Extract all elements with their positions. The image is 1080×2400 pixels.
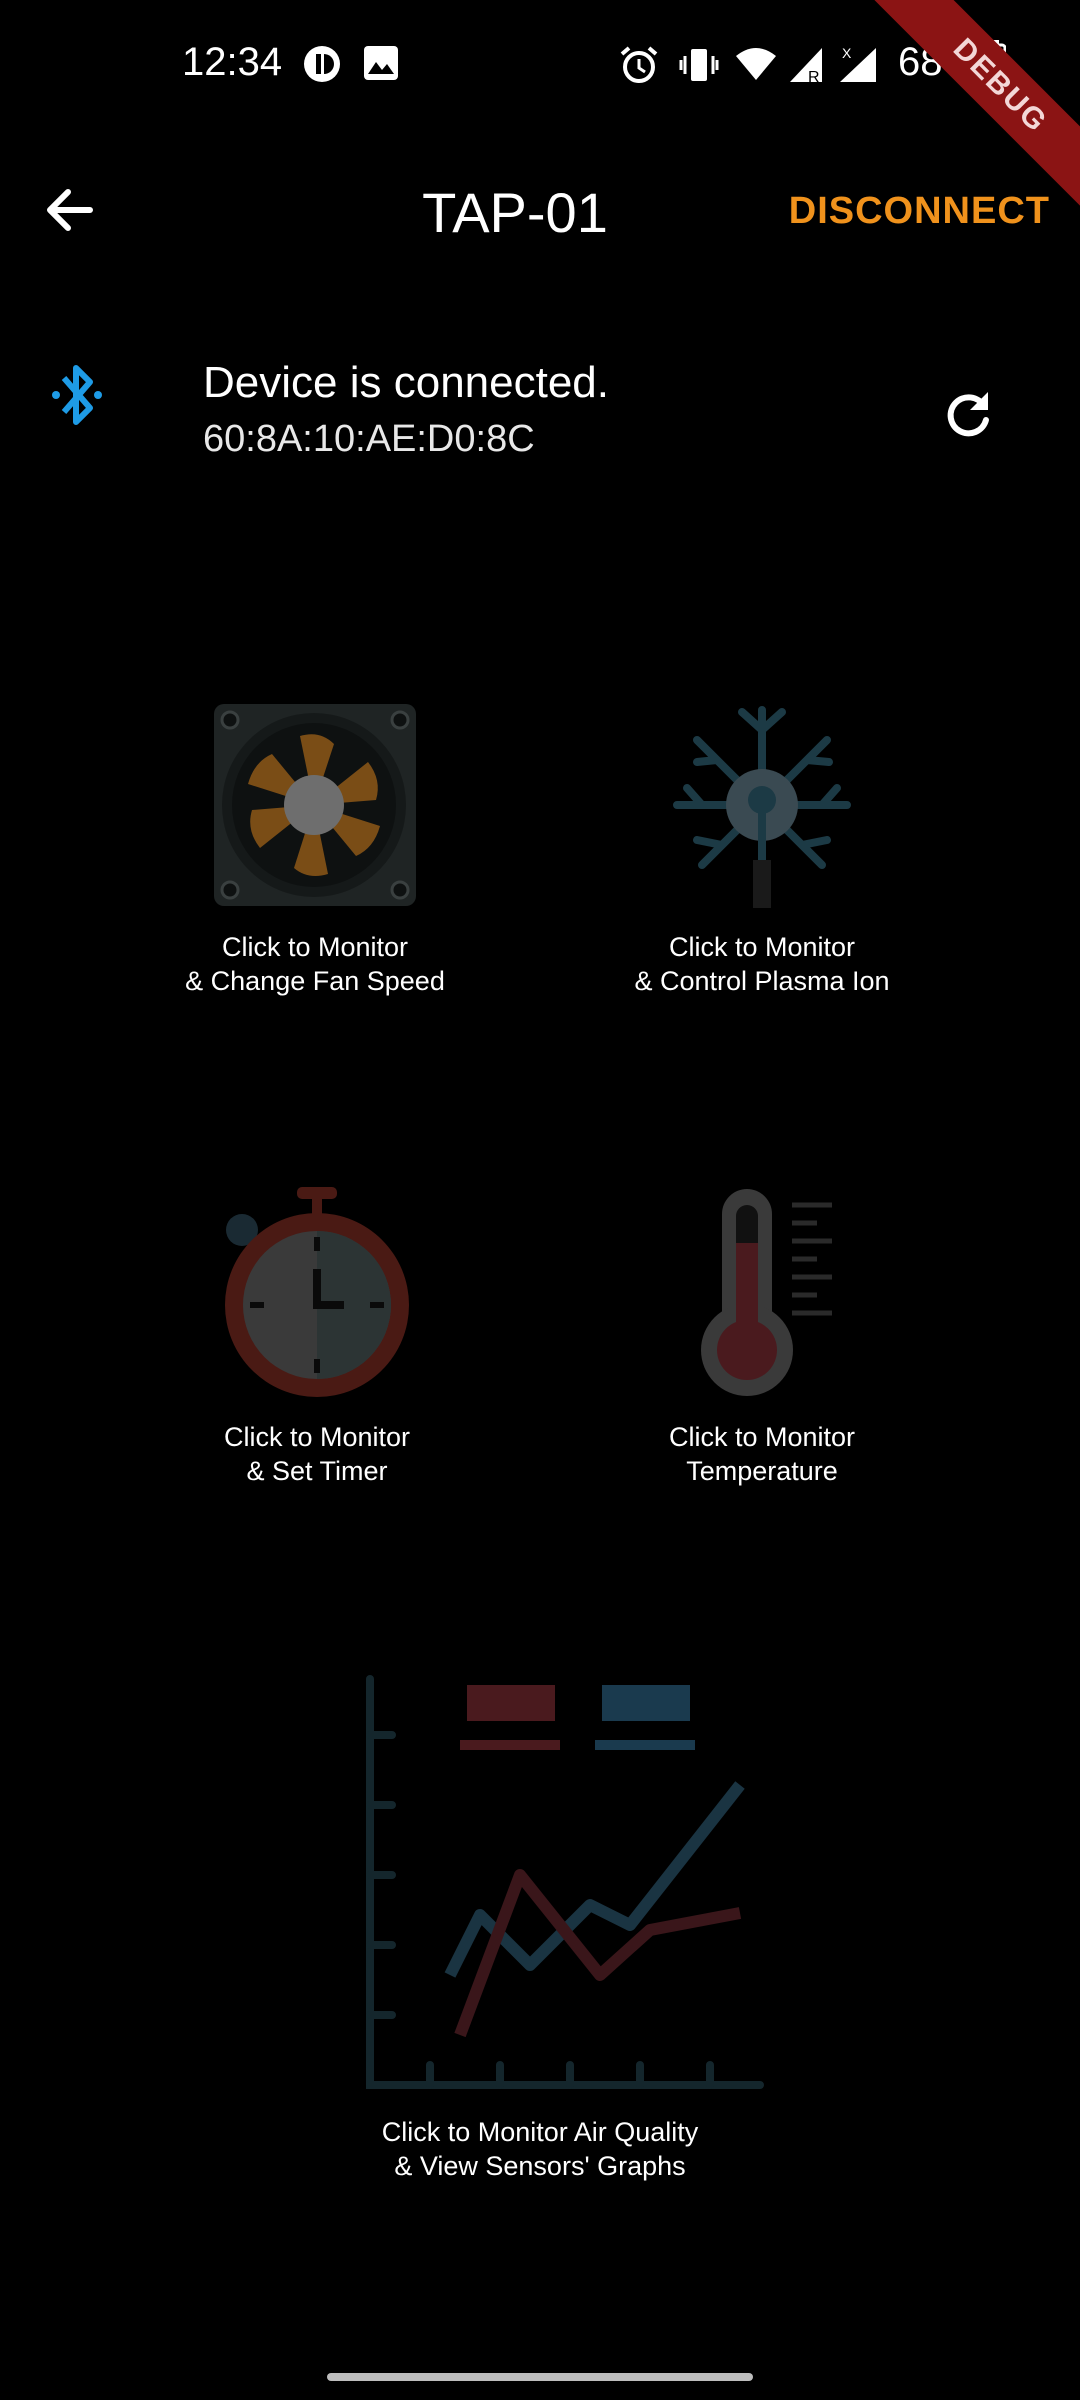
disconnect-button[interactable]: DISCONNECT (788, 190, 1050, 232)
fan-icon (214, 704, 416, 906)
page-title: TAP-01 (422, 181, 608, 244)
line-chart-icon (366, 1675, 764, 2089)
air-quality-graphs-tile[interactable]: Click to Monitor Air Quality & View Sens… (340, 1675, 764, 2183)
timer-icon (225, 1187, 409, 1397)
temperature-tile-label-line2: Temperature (686, 1456, 838, 1486)
arrow-back-icon (47, 189, 93, 231)
plasma-tile-label-line2: & Control Plasma Ion (634, 966, 890, 996)
timer-tile-label-line2: & Set Timer (246, 1456, 388, 1486)
status-bar: 12:34 R X 68% DEBUG (0, 0, 1080, 248)
wifi-icon (736, 48, 776, 80)
connection-status-text: Device is connected. (203, 358, 609, 407)
home-indicator[interactable] (327, 2373, 753, 2381)
fan-speed-tile[interactable]: Click to Monitor & Change Fan Speed (165, 700, 465, 998)
status-time: 12:34 (182, 40, 283, 84)
temperature-tile[interactable]: Click to Monitor Temperature (612, 1185, 912, 1488)
fan-tile-label-line2: & Change Fan Speed (185, 966, 445, 996)
refresh-button[interactable] (938, 384, 998, 449)
app-bar: TAP-01 DISCONNECT (0, 150, 1080, 270)
signal-x-icon: X (840, 45, 876, 82)
refresh-icon (947, 392, 989, 437)
vibrate-icon (679, 49, 719, 81)
plasma-ion-icon (673, 706, 851, 908)
graphs-tile-label-line1: Click to Monitor Air Quality (381, 2117, 699, 2147)
graphs-tile-label-line2: & View Sensors' Graphs (394, 2151, 686, 2181)
svg-text:X: X (842, 45, 852, 61)
temperature-tile-label-line1: Click to Monitor (668, 1422, 856, 1452)
back-button[interactable] (40, 180, 120, 240)
alarm-icon (620, 46, 658, 83)
app-notification-icon (304, 46, 340, 82)
image-notification-icon (364, 46, 398, 80)
plasma-ion-tile[interactable]: Click to Monitor & Control Plasma Ion (612, 700, 912, 998)
timer-tile[interactable]: Click to Monitor & Set Timer (167, 1185, 467, 1488)
timer-tile-label-line1: Click to Monitor (223, 1422, 411, 1452)
bluetooth-connected-icon (52, 365, 102, 425)
fan-tile-label-line1: Click to Monitor (221, 932, 409, 962)
device-mac-address: 60:8A:10:AE:D0:8C (203, 418, 535, 460)
thermometer-icon (701, 1189, 832, 1396)
svg-text:R: R (808, 69, 820, 84)
signal-r-icon: R (790, 48, 822, 84)
connection-status-row: Device is connected. 60:8A:10:AE:D0:8C (0, 340, 1080, 480)
plasma-tile-label-line1: Click to Monitor (668, 932, 856, 962)
